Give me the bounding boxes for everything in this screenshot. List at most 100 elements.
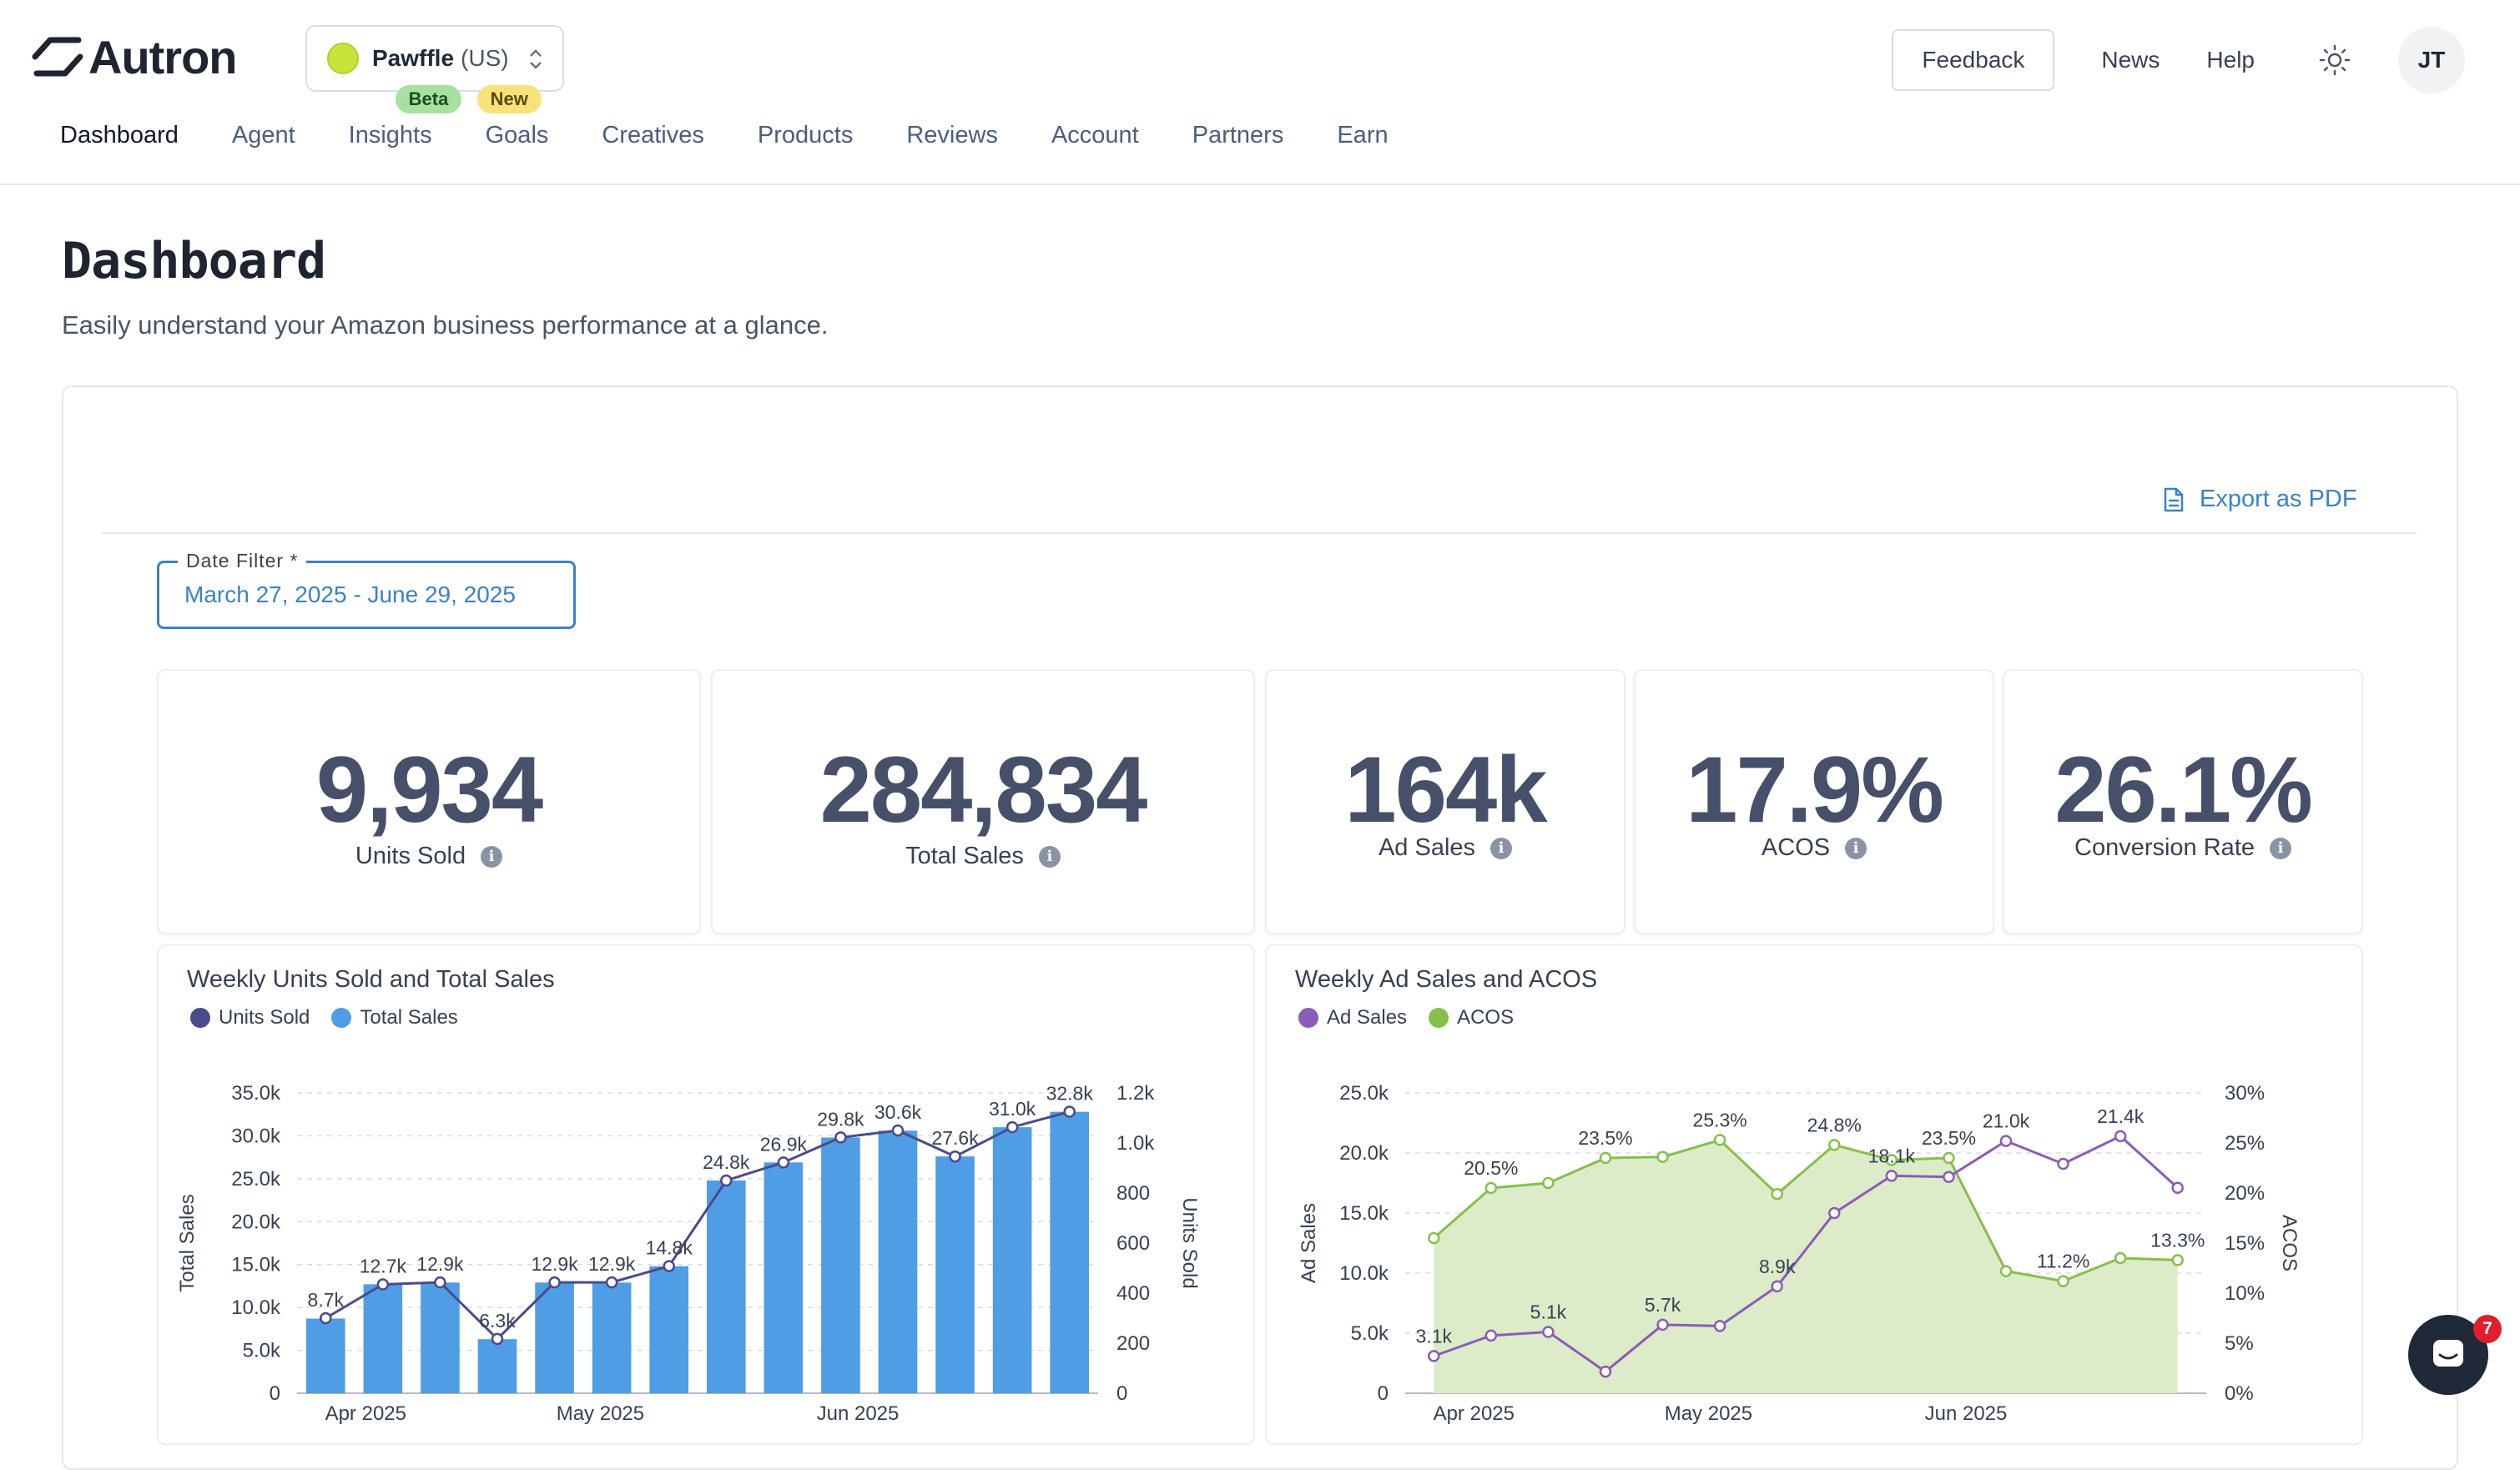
kpi-label: ACOS i xyxy=(1635,834,1993,862)
y2-tick-label: 10% xyxy=(2225,1282,2265,1305)
point-acos xyxy=(1828,1139,1841,1151)
nav-dashboard[interactable]: Dashboard xyxy=(60,122,179,149)
area-acos xyxy=(1434,1140,2178,1393)
bar-total-sales xyxy=(821,1137,860,1393)
data-label-ad-sales: 21.0k xyxy=(1983,1110,2030,1132)
info-icon[interactable]: i xyxy=(1845,837,1867,859)
store-selector[interactable]: Pawffle (US) xyxy=(305,25,564,92)
news-link[interactable]: News xyxy=(2101,47,2160,73)
bar-total-sales xyxy=(706,1180,746,1393)
export-pdf-button[interactable]: Export as PDF xyxy=(2163,486,2357,513)
nav-earn[interactable]: Earn xyxy=(1337,122,1388,149)
info-icon[interactable]: i xyxy=(2270,837,2291,859)
y-tick-label: 20.0k xyxy=(1339,1142,1389,1165)
store-name: Pawffle xyxy=(372,45,455,71)
point-acos xyxy=(1599,1151,1612,1165)
units-sales-chart: 0 5.0k 10.0k 15.0k 20.0k 25.0k 30.0k 35.0k 0 200 4… xyxy=(176,1082,1201,1425)
nav-creatives[interactable]: Creatives xyxy=(602,122,704,149)
point-acos xyxy=(2057,1275,2069,1287)
sun-icon[interactable] xyxy=(2318,43,2351,77)
kpi-acos: 17.9% ACOS i xyxy=(1634,669,1994,934)
y-tick-label: 10.0k xyxy=(1339,1262,1389,1285)
kpi-value: 9,934 xyxy=(315,738,543,842)
info-icon[interactable]: i xyxy=(1038,845,1061,868)
point-ad-sales xyxy=(1713,1320,1726,1332)
point-acos xyxy=(2171,1254,2184,1266)
autron-logo[interactable]: Autron xyxy=(32,31,238,83)
point-units-sold xyxy=(491,1332,504,1346)
nav-products[interactable]: Products xyxy=(758,122,853,149)
point-ad-sales xyxy=(2171,1181,2184,1195)
kpi-label-text: Ad Sales xyxy=(1378,834,1476,861)
y2-tick-label: 0% xyxy=(2225,1382,2254,1405)
nav-label: Creatives xyxy=(602,122,704,149)
data-label-ad-sales: 21.4k xyxy=(2097,1105,2145,1127)
info-icon[interactable]: i xyxy=(1490,837,1513,859)
point-units-sold xyxy=(891,1124,905,1137)
y2-tick-label: 30% xyxy=(2225,1082,2265,1105)
nav-account[interactable]: Account xyxy=(1051,122,1139,149)
page-subtitle: Easily understand your Amazon business p… xyxy=(62,310,829,340)
kpi-total-sales: 284,834 Total Sales i xyxy=(711,669,1255,934)
store-color-icon xyxy=(327,43,359,74)
chat-unread-badge: 7 xyxy=(2473,1315,2502,1343)
feedback-button[interactable]: Feedback xyxy=(1892,29,2055,91)
y-tick-label: 20.0k xyxy=(231,1211,281,1233)
point-acos xyxy=(1428,1231,1440,1245)
legend-label: Units Sold xyxy=(219,1006,310,1029)
y2-tick-label: 800 xyxy=(1116,1182,1150,1205)
y2-tick-label: 400 xyxy=(1116,1282,1150,1305)
nav-insights[interactable]: Beta Insights xyxy=(349,85,462,149)
nav-label: Products xyxy=(757,122,854,149)
legend-total-sales[interactable]: Total Sales xyxy=(331,1006,458,1030)
data-label: 12.7k xyxy=(360,1255,407,1276)
legend-acos[interactable]: ACOS xyxy=(1429,1006,1514,1030)
y-tick-label: 0 xyxy=(1378,1382,1389,1405)
kpi-label-text: ACOS xyxy=(1761,834,1831,861)
data-label: 12.9k xyxy=(416,1253,464,1275)
point-acos xyxy=(1484,1181,1498,1195)
kpi-label: Conversion Rate i xyxy=(2004,834,2361,862)
point-ad-sales xyxy=(2057,1157,2069,1170)
line-acos xyxy=(1433,1138,2178,1283)
point-acos xyxy=(1885,1154,1898,1166)
export-label: Export as PDF xyxy=(2200,486,2357,512)
date-filter-label: Date Filter * xyxy=(178,550,307,572)
point-ad-sales xyxy=(1943,1170,1955,1184)
y2-tick-label: 1.0k xyxy=(1116,1132,1155,1155)
legend-ad-sales[interactable]: Ad Sales xyxy=(1298,1006,1407,1030)
legend-label: Ad Sales xyxy=(1327,1006,1408,1029)
data-label-acos: 13.3% xyxy=(2150,1229,2205,1251)
top-navigation-bar: Autron Pawffle (US) Dashboard Agent Beta… xyxy=(0,0,2520,185)
help-link[interactable]: Help xyxy=(2206,47,2255,73)
ad-sales-acos-chart: 0 5.0k 10.0k 15.0k 20.0k 25.0k 0% 5% 10% 15% 20% 25… xyxy=(1298,1082,2301,1425)
bar-total-sales xyxy=(1050,1111,1090,1393)
page-title: Dashboard xyxy=(62,232,326,290)
x-month-label: Jun 2025 xyxy=(817,1402,900,1425)
data-label-ad-sales: 5.1k xyxy=(1530,1301,1567,1323)
store-region: (US) xyxy=(461,45,509,71)
info-icon[interactable]: i xyxy=(481,845,503,868)
chart-legend: Units Sold Total Sales xyxy=(190,1006,480,1030)
user-avatar[interactable]: JT xyxy=(2398,27,2465,93)
nav-reviews[interactable]: Reviews xyxy=(906,122,998,149)
nav-goals[interactable]: New Goals xyxy=(476,85,548,149)
y2-tick-label: 15% xyxy=(2225,1232,2265,1255)
legend-units-sold[interactable]: Units Sold xyxy=(190,1006,310,1030)
nav-label: Dashboard xyxy=(60,122,179,149)
legend-dot xyxy=(331,1008,352,1028)
data-label-ad-sales: 5.7k xyxy=(1645,1294,1681,1316)
divider xyxy=(102,532,2417,534)
y-tick-label: 0 xyxy=(270,1382,280,1405)
y2-tick-label: 20% xyxy=(2225,1182,2265,1205)
y2-tick-label: 600 xyxy=(1116,1232,1150,1255)
date-filter-input[interactable]: Date Filter * March 27, 2025 - June 29, … xyxy=(157,550,576,629)
bar-total-sales xyxy=(992,1127,1032,1393)
data-label-acos: 24.8% xyxy=(1807,1114,1862,1135)
point-units-sold xyxy=(834,1131,847,1144)
nav-agent[interactable]: Agent xyxy=(232,122,295,149)
y2-tick-label: 25% xyxy=(2225,1132,2265,1155)
point-units-sold xyxy=(663,1260,675,1272)
chat-icon xyxy=(2433,1340,2463,1367)
nav-partners[interactable]: Partners xyxy=(1192,122,1284,149)
